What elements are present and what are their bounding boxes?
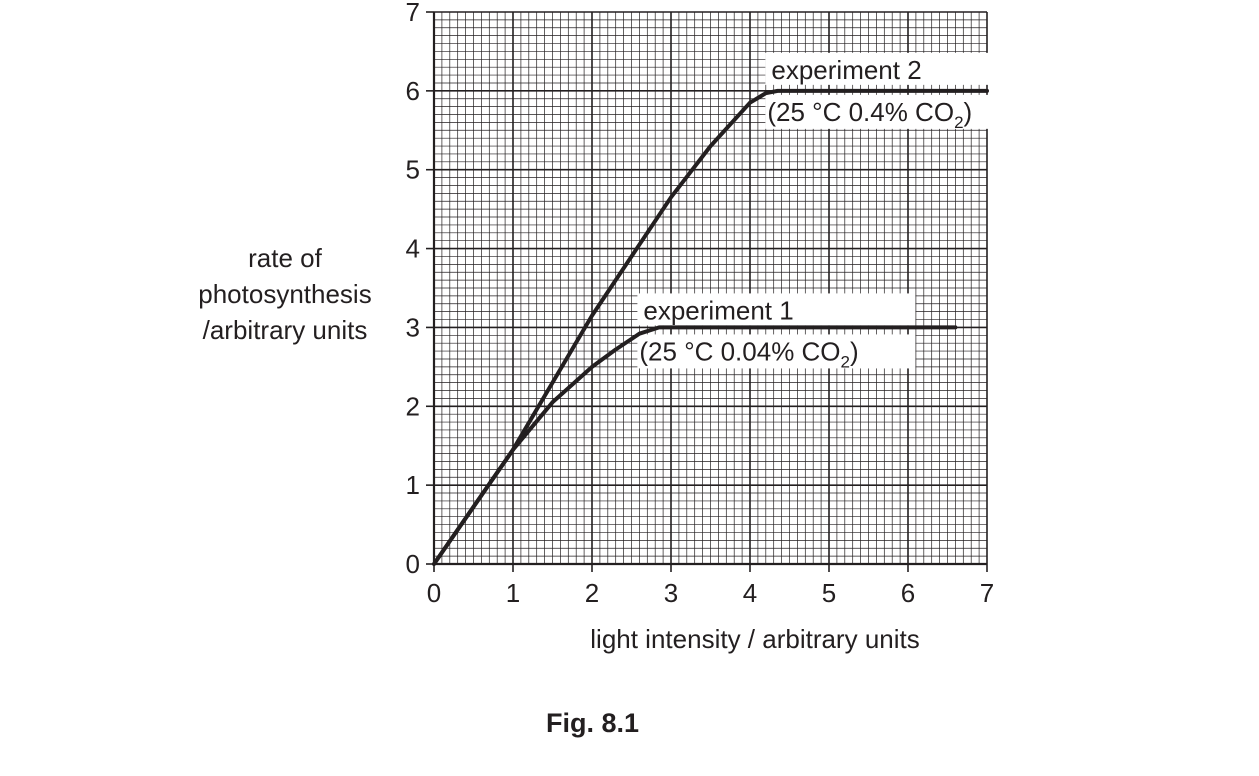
figure-caption: Fig. 8.1 [546, 708, 640, 738]
y-axis-label-line-1: rate of [248, 243, 322, 273]
y-tick-label: 3 [406, 312, 420, 342]
series-label-backgrounds [637, 52, 1024, 369]
grid-minor [434, 12, 987, 564]
x-tick-label: 3 [664, 578, 678, 608]
y-tick-label: 5 [406, 155, 420, 185]
y-tick-label: 6 [406, 76, 420, 106]
series-lines [432, 88, 989, 566]
y-tick-label: 2 [406, 391, 420, 421]
series-condition-2: (25 °C 0.4% CO2) [767, 97, 972, 132]
y-tick-labels: 0 1 2 3 4 5 6 7 [406, 0, 420, 579]
series-labels: experiment 1 (25 °C 0.04% CO2) experiment … [639, 55, 972, 372]
series-name-2: experiment 2 [771, 55, 921, 85]
y-axis-label-line-2: photosynthesis [198, 279, 372, 309]
series-name-1: experiment 1 [643, 295, 793, 325]
x-tick-label: 0 [427, 578, 441, 608]
series-label-bg [637, 293, 916, 326]
y-axis-label-line-3: /arbitrary units [202, 315, 368, 345]
x-tick-label: 6 [901, 578, 915, 608]
x-axis-label: light intensity / arbitrary units [590, 624, 919, 654]
series-line-1 [432, 325, 958, 566]
x-tick-label: 5 [822, 578, 836, 608]
series-line-2 [432, 88, 989, 566]
series-label-bg [637, 334, 916, 369]
series-label-bg [765, 52, 1024, 85]
series-condition-1: (25 °C 0.04% CO2) [639, 336, 858, 371]
x-tick-label: 4 [743, 578, 757, 608]
y-axis-label: rate of photosynthesis /arbitrary units [150, 240, 420, 348]
axes [426, 11, 988, 572]
series-label-bg [765, 94, 1024, 129]
y-tick-label: 4 [406, 234, 420, 264]
y-tick-label: 7 [406, 0, 420, 27]
y-tick-label: 0 [406, 549, 420, 579]
x-tick-label: 2 [585, 578, 599, 608]
x-tick-label: 7 [980, 578, 994, 608]
x-tick-labels: 0 1 2 3 4 5 6 7 [427, 578, 994, 608]
y-tick-label: 1 [406, 470, 420, 500]
x-tick-label: 1 [506, 578, 520, 608]
